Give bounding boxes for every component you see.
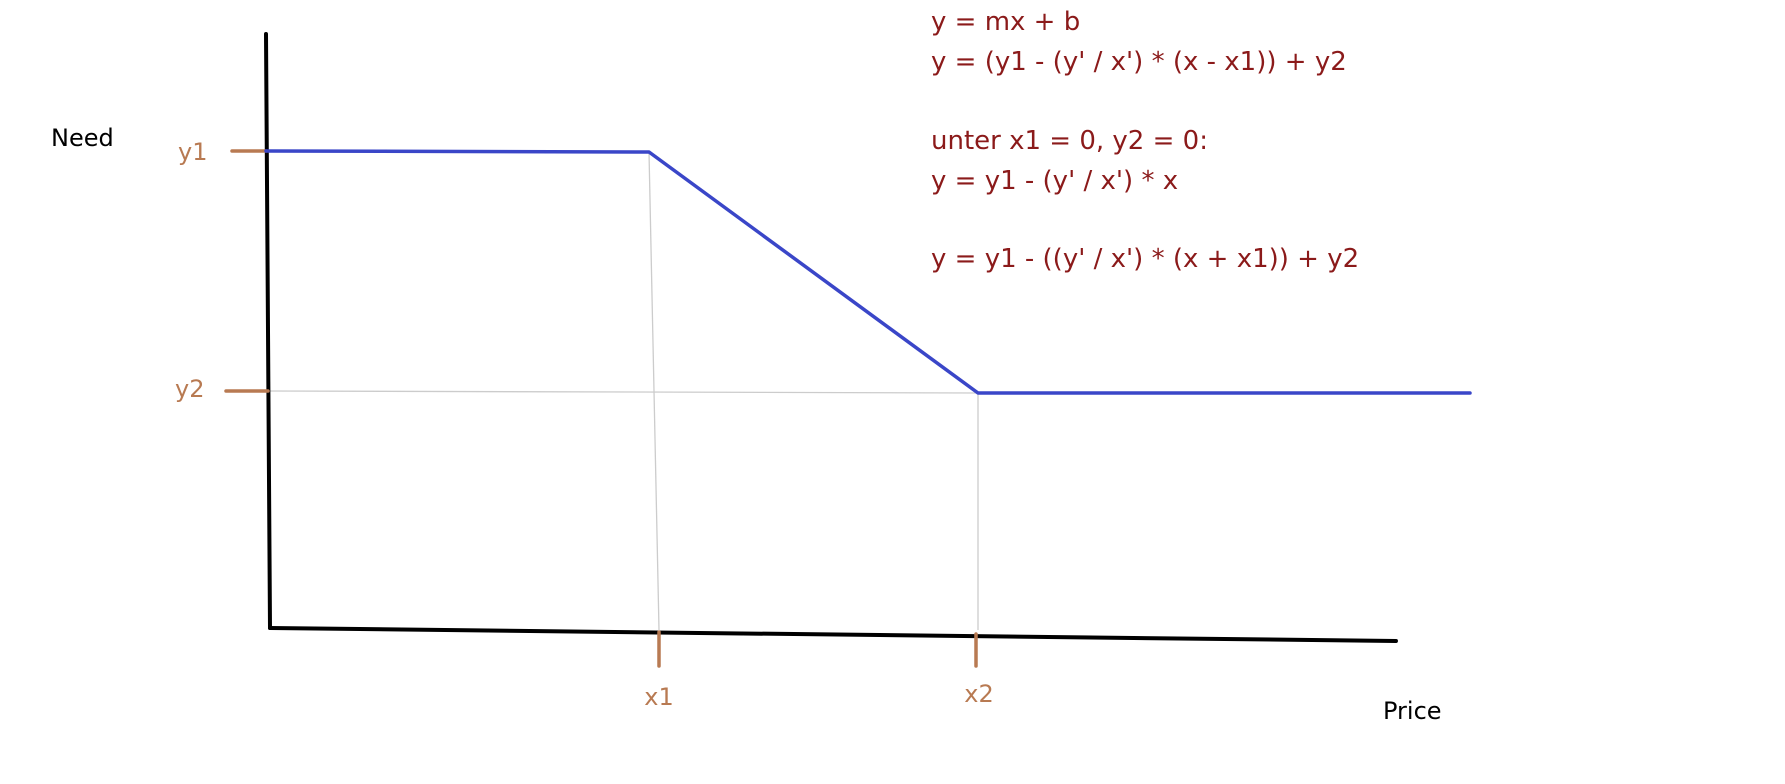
guide-line-y2 xyxy=(267,390,979,394)
y-axis xyxy=(264,32,272,630)
equation-line-4: y = y1 - (y' / x') * x xyxy=(931,166,1178,196)
y-axis-label: Need xyxy=(51,124,114,152)
tick-label-y2: y2 xyxy=(175,375,204,403)
guide-line-x1 xyxy=(648,151,660,631)
x-axis xyxy=(268,626,1398,643)
x-axis-label: Price xyxy=(1383,697,1442,725)
tick-label-x2: x2 xyxy=(964,680,993,708)
equation-line-1: y = mx + b xyxy=(931,7,1080,37)
equation-line-5: y = y1 - ((y' / x') * (x + x1)) + y2 xyxy=(931,244,1359,274)
equation-line-2: y = (y1 - (y' / x') * (x - x1)) + y2 xyxy=(931,47,1347,77)
tick-label-y1: y1 xyxy=(178,138,207,166)
tick-label-x1: x1 xyxy=(644,683,673,711)
need-curve xyxy=(264,149,1472,395)
equation-line-3: unter x1 = 0, y2 = 0: xyxy=(931,126,1208,156)
